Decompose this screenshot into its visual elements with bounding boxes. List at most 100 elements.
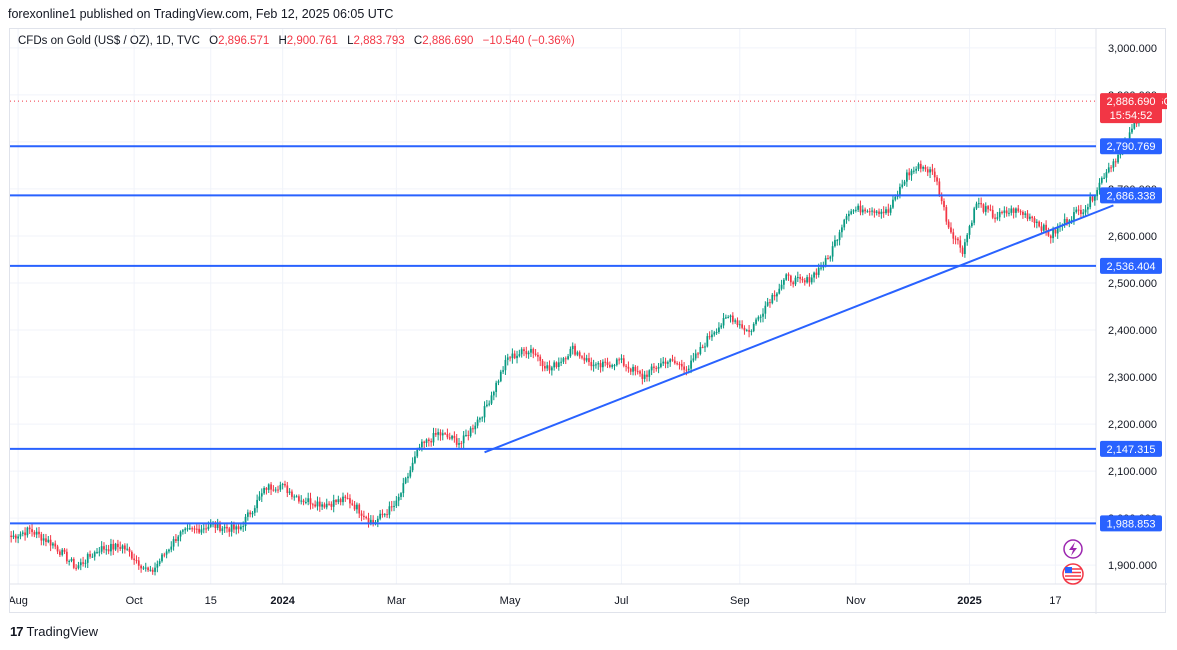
candle-up (901, 179, 904, 189)
level-price-tag: 2,790.769 (1100, 138, 1162, 155)
candle-body (936, 177, 938, 182)
candle-body (485, 404, 488, 407)
candle-up (734, 318, 737, 324)
candle-body (1047, 230, 1050, 236)
candle-up (47, 536, 50, 544)
candle-down (56, 544, 59, 555)
candle-body (882, 211, 885, 214)
candle-body (1019, 211, 1022, 213)
candle-up (35, 527, 38, 539)
candle-up (871, 207, 873, 216)
candle-body (845, 216, 848, 220)
candle-up (474, 422, 477, 435)
candle-up (880, 208, 883, 219)
candle-up (246, 509, 249, 521)
candle-up (738, 320, 741, 329)
candle-up (562, 356, 565, 364)
candle-body (1056, 227, 1059, 234)
candle-up (458, 437, 460, 450)
candle-body (226, 526, 228, 529)
candle-up (750, 329, 753, 336)
candle-body (179, 531, 182, 537)
candle-down (140, 564, 142, 573)
candle-down (982, 203, 985, 214)
candle-down (311, 502, 314, 509)
candle-body (583, 357, 586, 361)
candle-up (929, 166, 931, 179)
candle-up (964, 238, 966, 258)
candle-body (673, 360, 676, 364)
candle-down (335, 499, 337, 506)
candle-body (933, 171, 936, 178)
candle-up (295, 494, 298, 498)
candle-down (75, 564, 78, 571)
candle-body (966, 234, 969, 243)
candle-down (961, 245, 964, 257)
candle-up (1082, 209, 1085, 218)
candle-body (1128, 132, 1131, 143)
candle-down (40, 531, 43, 546)
price-chart[interactable]: 3,000.0002,900.0002,800.0002,700.0002,60… (10, 29, 1167, 614)
candle-up (281, 482, 284, 490)
candle-body (54, 543, 57, 547)
candle-body (947, 221, 950, 228)
candle-body (381, 513, 384, 516)
candle-up (395, 496, 398, 508)
candle-body (126, 548, 129, 550)
candle-body (1026, 213, 1029, 219)
candle-down (574, 343, 576, 357)
candle-up (1131, 124, 1133, 135)
candle-body (504, 359, 507, 371)
candle-down (128, 546, 131, 557)
candle-body (469, 428, 472, 436)
candle-body (776, 293, 778, 297)
candle-down (980, 197, 983, 208)
chart-frame[interactable]: 3,000.0002,900.0002,800.0002,700.0002,60… (9, 28, 1167, 614)
candle-down (773, 290, 776, 301)
low-value: 2,883.793 (353, 35, 405, 47)
candle-body (736, 320, 739, 325)
candle-body (648, 370, 651, 377)
candle-body (1001, 211, 1003, 213)
candle-up (105, 544, 108, 555)
candle-body (980, 203, 983, 205)
candle-down (792, 280, 795, 288)
candle-up (706, 333, 709, 348)
candle-down (49, 535, 52, 552)
candle-body (1024, 213, 1027, 215)
candle-body (427, 439, 430, 442)
candle-body (792, 282, 795, 285)
candle-down (323, 502, 326, 509)
candle-body (349, 498, 351, 504)
level-tag-bg (1100, 138, 1162, 155)
close-value: 2,886.690 (422, 35, 474, 47)
candle-up (713, 330, 716, 337)
candle-down (673, 356, 676, 365)
candle-body (796, 277, 799, 279)
candle-up (699, 342, 702, 356)
footer-brand[interactable]: 17 TradingView (10, 624, 98, 639)
candle-body (1073, 212, 1075, 220)
candle-body (922, 166, 925, 169)
candle-body (453, 435, 456, 439)
candle-up (666, 360, 669, 369)
candle-down (581, 355, 583, 360)
candle-up (977, 197, 980, 208)
level-tag-label: 1,988.853 (1107, 518, 1156, 530)
x-tick-label: Aug (10, 595, 28, 607)
candle-body (56, 546, 59, 552)
candle-up (216, 518, 219, 531)
candle-up (1015, 207, 1017, 218)
candle-up (300, 495, 303, 505)
candle-up (762, 308, 764, 323)
candle-up (316, 496, 319, 511)
candle-body (817, 267, 820, 275)
candle-body (35, 531, 38, 535)
candle-body (265, 487, 268, 490)
candle-down (655, 365, 658, 372)
candle-body (518, 354, 521, 356)
open-value: 2,896.571 (218, 35, 270, 47)
candle-body (198, 528, 201, 533)
candle-body (984, 206, 987, 212)
candle-body (351, 503, 354, 505)
